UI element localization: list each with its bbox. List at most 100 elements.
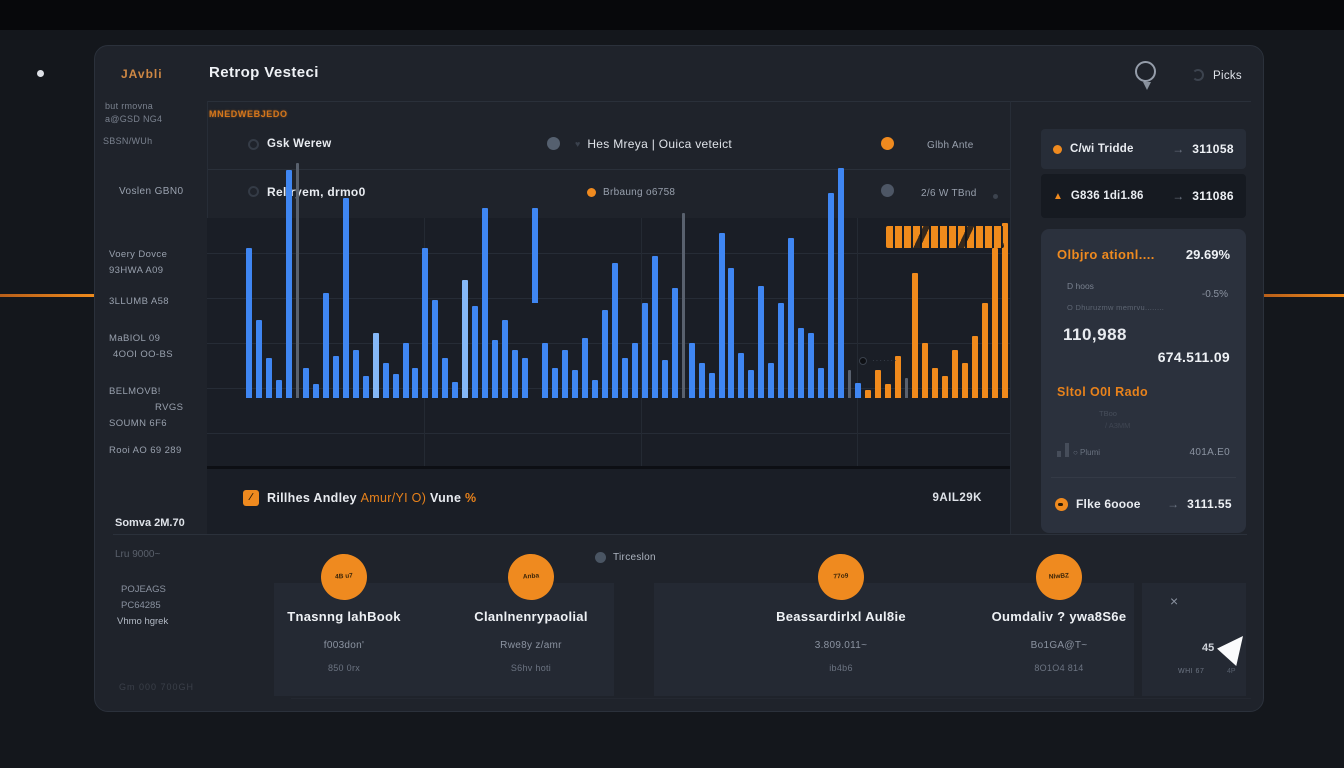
chart-bar xyxy=(382,363,389,398)
watch2-value: 311086 xyxy=(1192,189,1234,203)
chart-bar xyxy=(961,363,968,398)
sidebar-item-3[interactable]: Vhmo hgrek xyxy=(117,616,169,627)
orange-dot-row2 xyxy=(587,188,596,197)
picks-button[interactable]: Picks xyxy=(1213,70,1242,82)
accent-line-left xyxy=(0,294,94,297)
striped-orange-banner xyxy=(886,226,1004,248)
arrow-icon: → xyxy=(1172,189,1185,203)
chart-bar xyxy=(402,343,409,398)
watchlist-row-3[interactable]: Flke 6oooe → 3111.55 xyxy=(1055,489,1232,519)
sidebar-row2-label: Voslen GBN0 xyxy=(119,186,184,197)
mini-panel-sub: WHI 67 xyxy=(1178,668,1205,675)
chart-bar xyxy=(818,368,825,398)
chart-bar xyxy=(1001,223,1008,398)
summary-total: 674.511.09 xyxy=(1157,349,1230,365)
stat-card-4[interactable]: Oumdaliv ? ywa8S6e Bo1GA@T~ 8O1O4 814 xyxy=(959,609,1159,673)
bottom-panel-2 xyxy=(654,583,1134,696)
chart-bar xyxy=(601,310,608,398)
footer-brand-icon: ∕ xyxy=(243,490,259,506)
bar-chart[interactable]: ······· xyxy=(207,163,1010,466)
chart-bar xyxy=(502,320,509,398)
arrow-icon: → xyxy=(1167,497,1180,511)
chart-bar xyxy=(591,380,598,398)
chart-bar xyxy=(641,303,648,398)
summary-title: Olbjro ationl.... xyxy=(1057,247,1155,262)
main-divider xyxy=(113,534,1247,535)
summary-title-2: Sltol O0I Rado xyxy=(1057,385,1149,399)
axis-label-5: 4OOI OO-BS xyxy=(113,349,173,360)
chart-bar xyxy=(738,353,745,398)
close-icon[interactable]: × xyxy=(1170,593,1179,609)
mini-panel-extra: 4P xyxy=(1227,668,1236,675)
card2-value1: Rwe8y z/amr xyxy=(500,640,562,651)
gray-dot-row1[interactable] xyxy=(547,137,560,150)
orange-dot-icon xyxy=(1053,144,1062,154)
chart-bar xyxy=(512,350,519,398)
filter2-mid[interactable]: Brbaung o6758 xyxy=(603,187,676,198)
chart-bar xyxy=(482,208,489,398)
card2-value2: S6hv hoti xyxy=(510,663,552,673)
refresh-icon[interactable] xyxy=(1192,69,1204,81)
heart-icon: ♥ xyxy=(575,139,581,149)
summary-big-number: 110,988 xyxy=(1063,325,1128,344)
sidebar-stat-2: Lru 9000~ xyxy=(115,549,161,560)
filter1-name[interactable]: Gsk Werew xyxy=(267,138,332,150)
tooltip-text: ······· xyxy=(872,356,898,365)
chart-bar xyxy=(312,384,319,398)
axis-label-1: Voery Dovce xyxy=(109,249,168,260)
chart-bar xyxy=(708,373,715,398)
chart-bar xyxy=(921,343,928,398)
filter1-mid[interactable]: ♥ Hes Mreya | Ouica veteict xyxy=(575,137,732,151)
summary-mini-label: ○ Plumi xyxy=(1073,448,1101,457)
watchlist-row-2[interactable]: ▲ G836 1di1.86 → 311086 xyxy=(1041,174,1246,218)
chart-bar xyxy=(412,368,419,398)
chart-bar xyxy=(631,343,638,398)
bottom-panel-1 xyxy=(274,583,614,696)
right-column-divider xyxy=(1010,101,1011,534)
watch2-name: G836 1di1.86 xyxy=(1070,190,1144,202)
filter1-right[interactable]: Glbh Ante xyxy=(927,140,974,151)
chart-bar xyxy=(392,374,399,398)
chart-bar xyxy=(855,383,862,398)
sidebar-note-1: but rmovna xyxy=(105,101,154,111)
chart-bar xyxy=(768,363,775,398)
chart-bar xyxy=(681,213,685,398)
watch1-name: C/wi Tridde xyxy=(1070,143,1134,155)
radio-row2[interactable] xyxy=(248,186,259,197)
footer-name: Rillhes Andley xyxy=(267,491,357,505)
chart-bar xyxy=(492,340,499,398)
chart-bar xyxy=(571,370,578,398)
chart-bar xyxy=(865,390,872,398)
chart-bar xyxy=(838,168,845,398)
app-logo[interactable]: JAvbli xyxy=(121,67,163,81)
chart-bar xyxy=(342,198,349,398)
accent-line-right xyxy=(1264,294,1344,297)
gray-dot-row2[interactable] xyxy=(881,184,894,197)
chart-bar xyxy=(941,376,948,398)
pin-icon[interactable] xyxy=(1135,61,1156,82)
card4-value2: 8O1O4 814 xyxy=(1034,663,1084,673)
mini-panel-number: 45 xyxy=(1202,642,1215,654)
pin-icon-tip xyxy=(1143,82,1151,90)
summary-divider xyxy=(1051,477,1236,478)
card4-title: Oumdaliv ? ywa8S6e xyxy=(991,609,1127,624)
filter2-right[interactable]: 2/6 W TBnd xyxy=(921,188,977,199)
axis-label-4: MaBIOL 09 xyxy=(109,333,161,344)
stat-card-2[interactable]: Clanlnenrypaolial Rwe8y z/amr S6hv hoti xyxy=(431,609,631,673)
summary-note: O Dhuruzmw memrvu........ xyxy=(1067,303,1165,312)
watch3-name: Flke 6oooe xyxy=(1076,497,1141,511)
arrow-icon: → xyxy=(1172,142,1185,156)
chart-bar xyxy=(884,384,891,398)
card3-value1: 3.809.011~ xyxy=(814,640,868,651)
watchlist-row-1[interactable]: C/wi Tridde → 311058 xyxy=(1041,129,1246,169)
chart-bar xyxy=(798,328,805,398)
stat-card-3[interactable]: Beassardirlxl Aul8ie 3.809.011~ ib4b6 xyxy=(741,609,941,673)
sidebar-item-1[interactable]: POJEAGS xyxy=(121,584,166,595)
legend[interactable]: Tirceslon xyxy=(595,552,656,563)
radio-row1[interactable] xyxy=(248,139,259,150)
chart-bar xyxy=(542,343,549,398)
stat-card-1[interactable]: Tnasnng lahBook f003don' 850 0rx xyxy=(244,609,444,673)
chart-bar xyxy=(432,300,439,398)
orange-dot-row1[interactable] xyxy=(881,137,894,150)
sidebar-item-2[interactable]: PC64285 xyxy=(121,600,161,611)
